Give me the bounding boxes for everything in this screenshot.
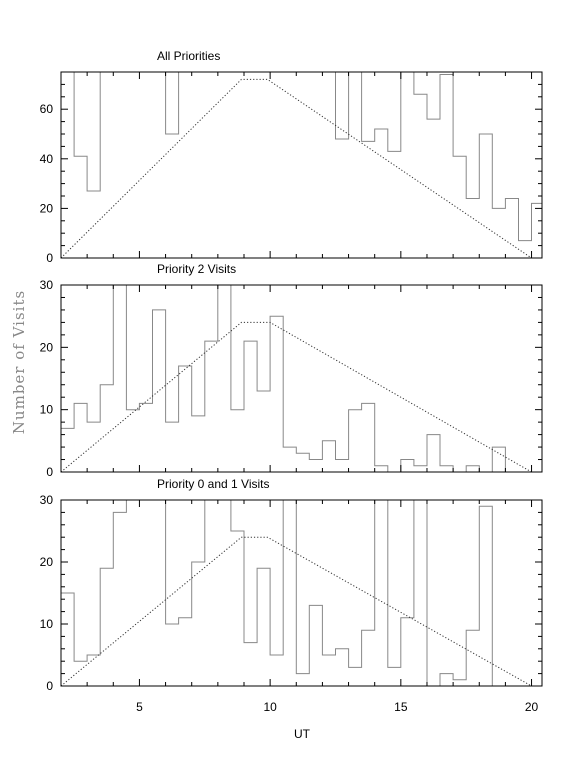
y-tick-label: 20 [40, 555, 54, 569]
panel-2: Priority 2 Visits 0 10 20 30 [40, 262, 543, 479]
envelope-line [60, 536, 532, 687]
y-axis-title: Number of Visits [10, 290, 28, 434]
y-tick-label: 0 [46, 679, 53, 693]
panel-title: Priority 0 and 1 Visits [157, 477, 270, 491]
panel-3: Priority 0 and 1 Visits 0 10 20 30 5 10 15 20 [40, 477, 543, 714]
y-tick-label: 20 [40, 340, 54, 354]
panels: All Priorities 0 20 40 60 Priority 2 Visits 0 1… [40, 49, 543, 714]
y-tick-label: 0 [46, 465, 53, 479]
histogram-series [73, 72, 542, 242]
y-tick-label: 20 [40, 201, 54, 215]
envelope-line [60, 321, 532, 473]
panel-title: All Priorities [157, 49, 220, 63]
y-tick-label: 0 [46, 251, 53, 265]
x-tick-label: 20 [525, 700, 539, 714]
envelope-line [60, 78, 532, 259]
y-tick-label: 10 [40, 403, 54, 417]
y-tick-label: 10 [40, 617, 54, 631]
panel-1: All Priorities 0 20 40 60 [40, 49, 543, 265]
y-tick-label: 60 [40, 102, 54, 116]
x-tick-label: 15 [394, 700, 408, 714]
plot-frame [60, 71, 543, 259]
x-tick-label: 10 [263, 700, 277, 714]
histogram-series [61, 285, 519, 472]
x-tick-label: 5 [136, 700, 143, 714]
x-axis-title: UT [294, 727, 311, 741]
plot-frame [60, 499, 543, 687]
y-tick-label: 30 [40, 493, 54, 507]
plot-frame [60, 284, 543, 473]
histogram-series [61, 500, 506, 686]
panel-title: Priority 2 Visits [157, 262, 236, 276]
y-tick-label: 30 [40, 278, 54, 292]
y-tick-label: 40 [40, 152, 54, 166]
